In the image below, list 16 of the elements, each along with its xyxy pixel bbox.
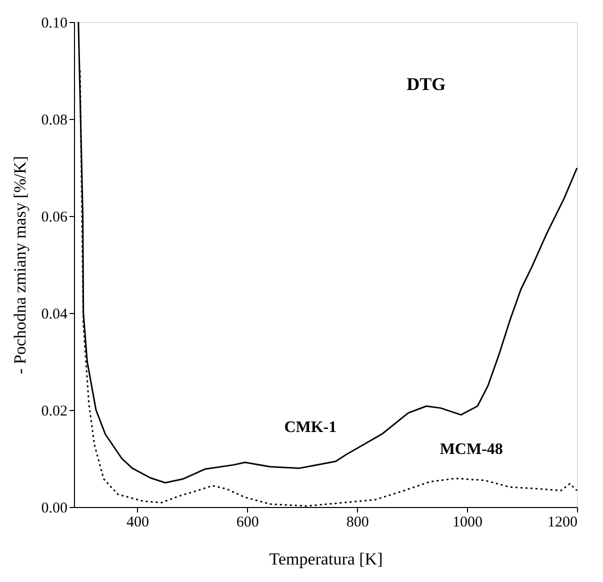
annotation: MCM-48 xyxy=(440,440,503,458)
x-tick-label: 400 xyxy=(126,514,149,530)
x-tick-label: 800 xyxy=(346,514,369,530)
y-tick-label: 0.04 xyxy=(41,306,68,322)
y-tick-label: 0.06 xyxy=(41,210,68,226)
y-tick-label: 0.10 xyxy=(41,16,68,32)
annotation: CMK-1 xyxy=(284,418,337,436)
y-tick-label: 0.08 xyxy=(41,112,68,128)
annotation: DTG xyxy=(406,74,446,94)
y-tick-label: 0.02 xyxy=(41,404,68,420)
y-tick-label: 0.00 xyxy=(41,500,68,516)
y-axis-title: - Pochodna zmiany masy [%/K] xyxy=(10,156,30,374)
x-axis-title: Temperatura [K] xyxy=(269,550,383,568)
x-tick-label: 1200 xyxy=(548,514,578,530)
x-tick-label: 1000 xyxy=(452,514,483,530)
x-tick-label: 600 xyxy=(236,514,259,530)
